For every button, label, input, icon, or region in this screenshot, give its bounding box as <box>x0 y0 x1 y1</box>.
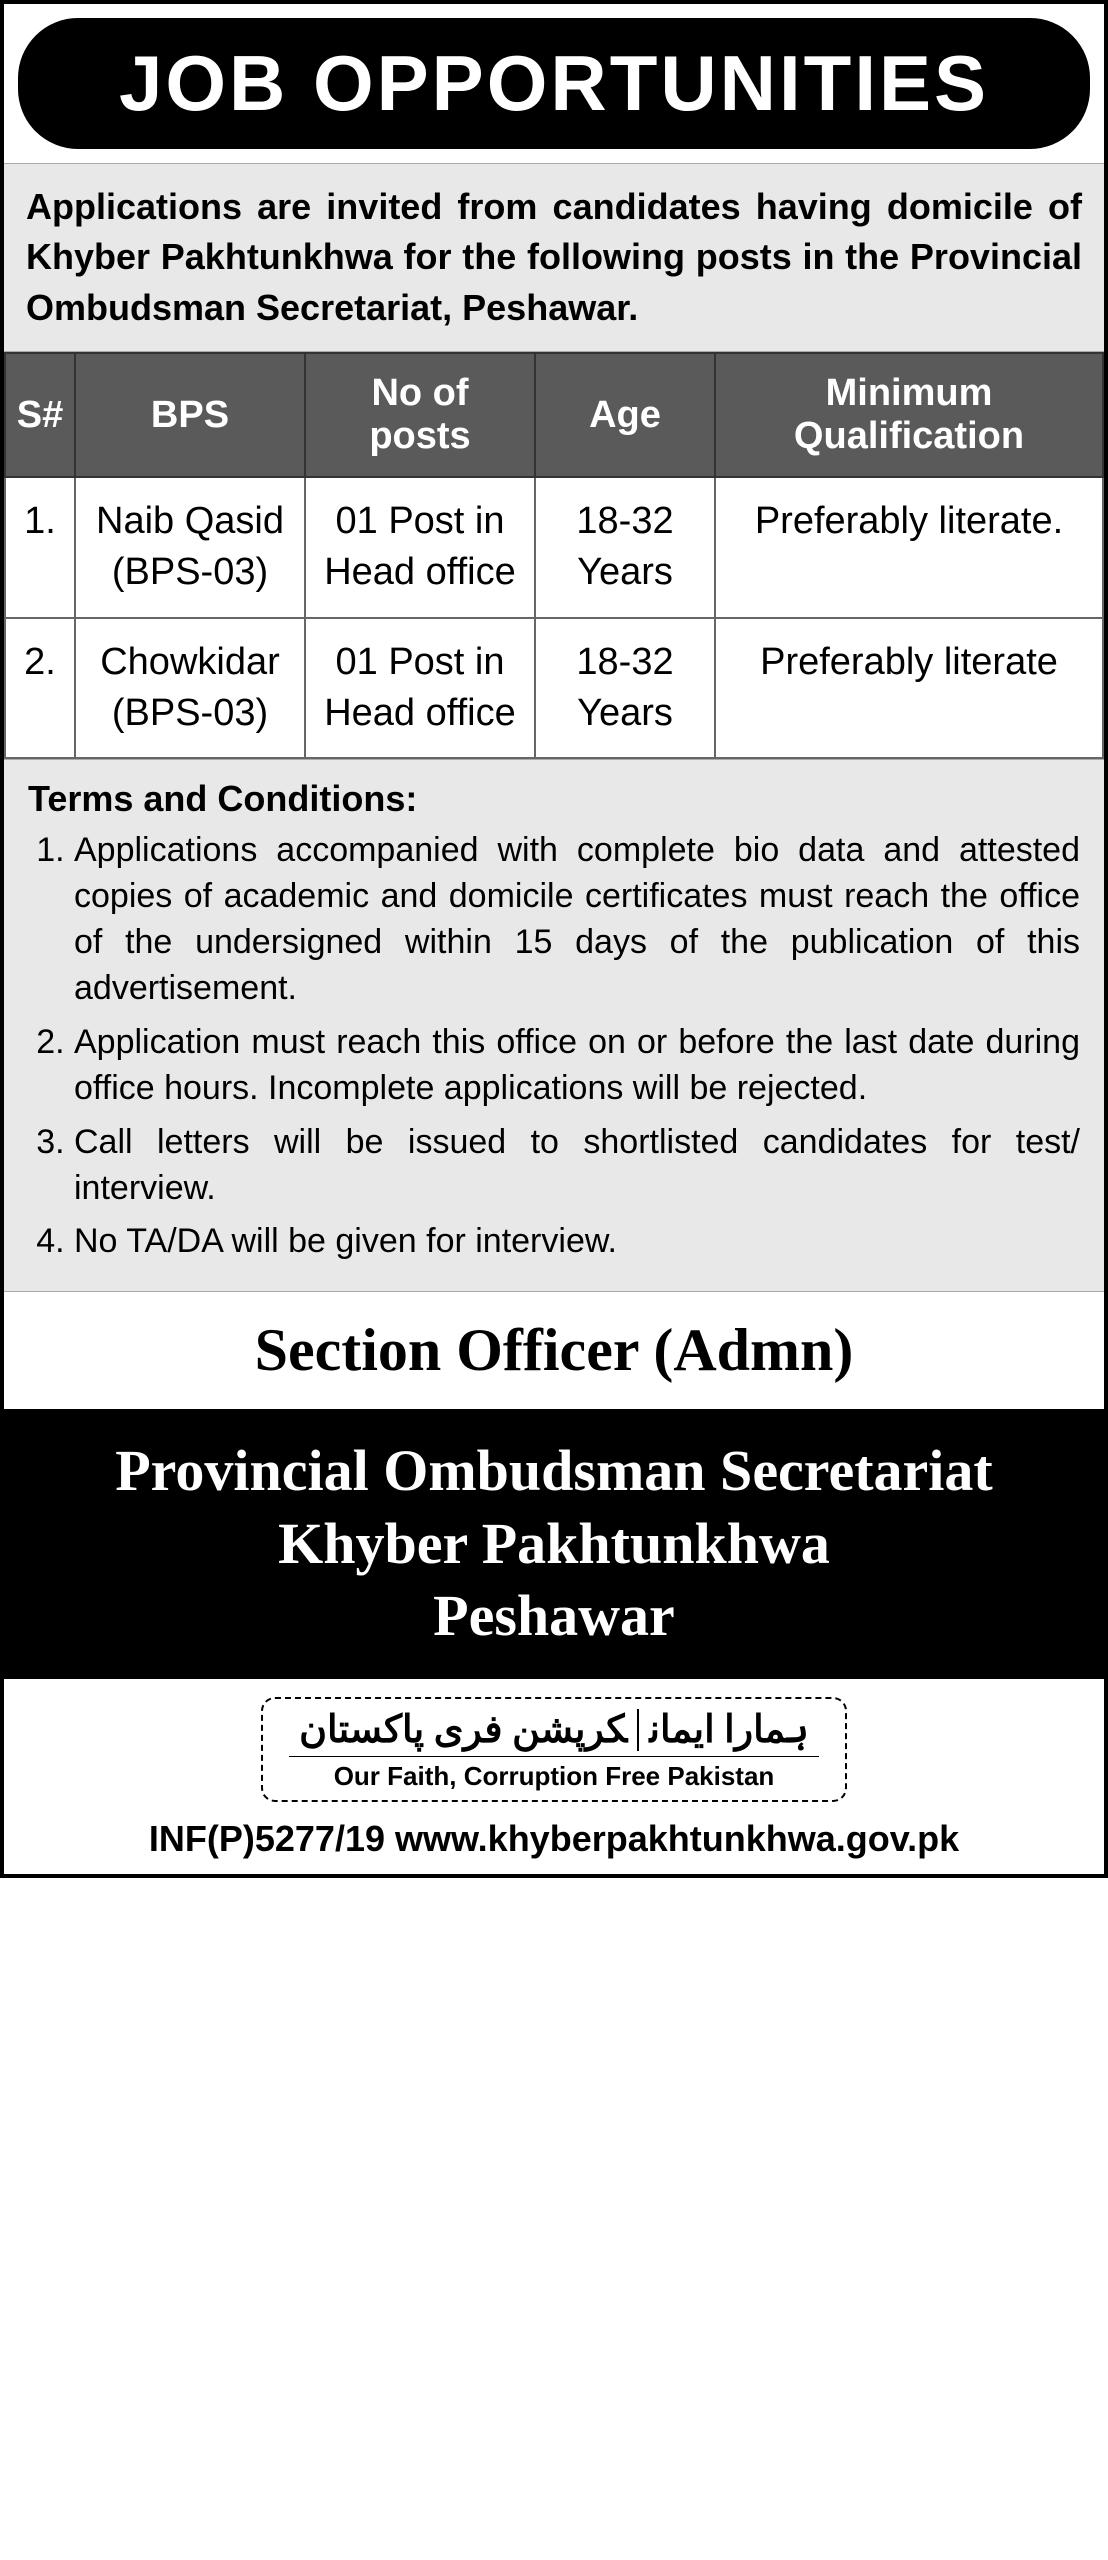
header-age: Age <box>535 353 715 477</box>
org-line3: Peshawar <box>24 1580 1084 1653</box>
footer: ہمارا ایمانکرپشن فری پاکستان Our Faith, … <box>4 1679 1104 1874</box>
header-posts: No of posts <box>305 353 535 477</box>
cell-posts: 01 Post in Head office <box>305 618 535 759</box>
jobs-table: S# BPS No of posts Age Minimum Qualifica… <box>4 352 1104 759</box>
terms-heading: Terms and Conditions: <box>28 778 1080 820</box>
header-qualification: Minimum Qualification <box>715 353 1103 477</box>
table-header-row: S# BPS No of posts Age Minimum Qualifica… <box>5 353 1103 477</box>
cell-posts: 01 Post in Head office <box>305 477 535 618</box>
cell-age: 18-32 Years <box>535 477 715 618</box>
term-item: Application must reach this office on or… <box>74 1020 1080 1112</box>
slogan-urdu: ہمارا ایمانکرپشن فری پاکستان <box>289 1707 819 1752</box>
cell-qualification: Preferably literate <box>715 618 1103 759</box>
terms-list: Applications accompanied with complete b… <box>28 828 1080 1265</box>
title-banner: JOB OPPORTUNITIES <box>18 18 1090 149</box>
cell-qualification: Preferably literate. <box>715 477 1103 618</box>
advertisement-container: JOB OPPORTUNITIES Applications are invit… <box>0 0 1108 1878</box>
header-bps: BPS <box>75 353 305 477</box>
slogan-box: ہمارا ایمانکرپشن فری پاکستان Our Faith, … <box>261 1697 847 1802</box>
cell-bps: Naib Qasid (BPS-03) <box>75 477 305 618</box>
table-row: 2. Chowkidar (BPS-03) 01 Post in Head of… <box>5 618 1103 759</box>
cell-sno: 2. <box>5 618 75 759</box>
main-title: JOB OPPORTUNITIES <box>46 38 1062 129</box>
org-line1: Provincial Ombudsman Secretariat <box>24 1435 1084 1508</box>
table-row: 1. Naib Qasid (BPS-03) 01 Post in Head o… <box>5 477 1103 618</box>
org-line2: Khyber Pakhtunkhwa <box>24 1508 1084 1581</box>
slogan-english: Our Faith, Corruption Free Pakistan <box>289 1756 819 1792</box>
header-sno: S# <box>5 353 75 477</box>
cell-age: 18-32 Years <box>535 618 715 759</box>
organization-block: Provincial Ombudsman Secretariat Khyber … <box>4 1409 1104 1679</box>
term-item: Applications accompanied with complete b… <box>74 828 1080 1012</box>
slogan-urdu-part1: ہمارا ایمان <box>639 1709 818 1751</box>
term-item: No TA/DA will be given for interview. <box>74 1219 1080 1265</box>
intro-paragraph: Applications are invited from candidates… <box>4 163 1104 352</box>
reference-line: INF(P)5277/19 www.khyberpakhtunkhwa.gov.… <box>14 1818 1094 1860</box>
cell-bps: Chowkidar (BPS-03) <box>75 618 305 759</box>
officer-title: Section Officer (Admn) <box>4 1292 1104 1409</box>
terms-section: Terms and Conditions: Applications accom… <box>4 759 1104 1292</box>
term-item: Call letters will be issued to shortlist… <box>74 1120 1080 1212</box>
cell-sno: 1. <box>5 477 75 618</box>
slogan-urdu-part2: کرپشن فری پاکستان <box>289 1709 639 1751</box>
